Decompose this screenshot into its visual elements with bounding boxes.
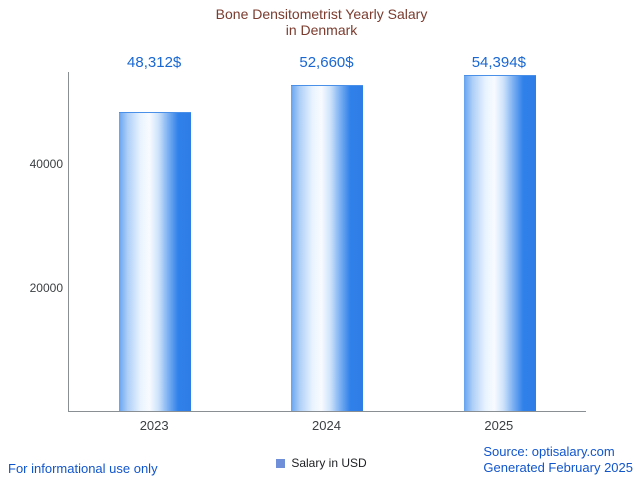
bar-2025 — [463, 75, 536, 411]
y-axis-tick-40000: 40000 — [29, 157, 63, 171]
x-axis-label-2024: 2024 — [312, 418, 341, 433]
x-axis-label-2023: 2023 — [139, 418, 169, 433]
bar-2023 — [119, 112, 192, 411]
disclaimer-text: For informational use only — [8, 461, 158, 476]
legend-marker-icon — [276, 458, 286, 468]
chart-title-line-2: in Denmark — [285, 22, 358, 38]
chart-legend: Salary in USD — [0, 456, 643, 470]
source-block: Source: optisalary.com Generated Februar… — [483, 444, 633, 476]
chart-title-line-1: Bone Densitometrist Yearly Salary — [215, 6, 428, 22]
bar-value-labels: 48,312$ 52,660$ 54,394$ — [68, 54, 585, 71]
source-link[interactable]: Source: optisalary.com — [483, 444, 615, 459]
legend-label: Salary in USD — [291, 456, 367, 470]
bar-value-label-2025: 54,394$ — [471, 54, 526, 71]
x-axis-labels: 2023 2024 2025 — [68, 418, 585, 433]
chart-title: Bone Densitometrist Yearly Salary in Den… — [0, 6, 643, 38]
generated-date: Generated February 2025 — [483, 460, 633, 475]
bar-value-label-2024: 52,660$ — [299, 54, 354, 71]
y-axis-tick-20000: 20000 — [29, 281, 63, 295]
bar-2024 — [291, 85, 364, 411]
bar-value-label-2023: 48,312$ — [127, 54, 182, 71]
x-axis-label-2025: 2025 — [484, 418, 514, 433]
plot-area: 20000 40000 — [30, 72, 586, 412]
